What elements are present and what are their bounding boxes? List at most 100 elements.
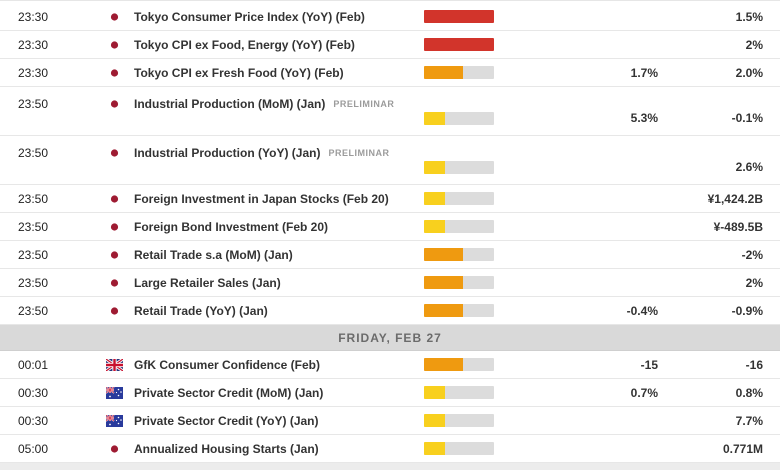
preliminary-badge: PRELIMINAR [333,99,395,109]
japan-flag-icon [106,276,134,289]
event-name: Annualized Housing Starts (Jan) [134,441,319,456]
japan-flag-icon [106,38,134,51]
event-name: Tokyo CPI ex Food, Energy (YoY) (Feb) [134,37,355,52]
importance-bar-track [424,442,494,455]
event-time: 23:50 [18,146,49,160]
previous-value: -0.1% [731,111,763,125]
importance-bar [424,414,500,427]
previous-value: -0.9% [731,303,763,318]
importance-bar-fill [424,414,445,427]
japan-flag-icon [106,220,134,233]
event-time: 23:30 [18,37,49,52]
calendar-event-row[interactable]: 00:30 Private Sector Credit (MoM) (Jan) 0.… [0,379,780,407]
previous-value: 2% [745,275,763,290]
importance-bar-fill [424,38,494,51]
importance-bar-fill [424,111,445,125]
importance-bar [424,442,500,455]
event-time: 23:50 [18,303,49,318]
calendar-event-row[interactable]: 05:00 Annualized Housing Starts (Jan) 0.77… [0,435,780,463]
previous-value: -16 [745,357,763,372]
importance-bar-track [424,111,494,125]
event-name: Private Sector Credit (MoM) (Jan) [134,385,324,400]
previous-value: 7.7% [735,413,763,428]
importance-bar-track [424,66,494,79]
importance-bar [424,386,500,399]
japan-flag-icon [106,304,134,317]
importance-bar-fill [424,276,464,289]
importance-bar-fill [424,160,445,174]
event-time: 00:30 [18,385,49,400]
calendar-event-row[interactable]: 23:30 Tokyo CPI ex Fresh Food (YoY) (Feb)… [0,59,780,87]
event-time: 23:50 [18,219,49,234]
calendar-event-row[interactable]: 23:50 Industrial Production (YoY) (Jan) PR… [0,136,780,185]
importance-bar-fill [424,442,445,455]
row-spacer [0,118,424,119]
previous-value: 1.5% [735,9,763,24]
event-name: Industrial Production (MoM) (Jan) [134,97,326,111]
previous-value: 0.8% [735,385,763,400]
japan-flag-icon [106,442,134,455]
event-name: Tokyo CPI ex Fresh Food (YoY) (Feb) [134,65,344,80]
forecast-value: -15 [640,357,658,372]
calendar-event-row[interactable]: 00:30 Private Sector Credit (YoY) (Jan) 7.… [0,407,780,435]
importance-bar-track [424,192,494,205]
importance-bar-track [424,220,494,233]
calendar-event-row[interactable]: 23:50 Foreign Investment in Japan Stocks … [0,185,780,213]
calendar-event-row[interactable]: 23:30 Tokyo Consumer Price Index (YoY) (F… [0,3,780,31]
calendar-event-row[interactable]: 23:30 Tokyo CPI ex Food, Energy (YoY) (Fe… [0,31,780,59]
importance-bar-track [424,10,494,23]
importance-bar-track [424,38,494,51]
previous-value: ¥-489.5B [713,219,763,234]
day-separator-label: FRIDAY, FEB 27 [338,330,442,345]
japan-flag-icon [106,10,134,23]
event-name: Foreign Bond Investment (Feb 20) [134,219,329,234]
previous-value: ¥1,424.2B [707,191,763,206]
importance-bar [424,38,500,51]
importance-bar [424,276,500,289]
preliminary-badge: PRELIMINAR [328,148,390,158]
forecast-value: -0.4% [626,303,658,318]
japan-flag-icon [106,66,134,79]
previous-value: -2% [741,247,763,262]
previous-value: 2.0% [735,65,763,80]
importance-bar [424,358,500,371]
event-name: Retail Trade s.a (MoM) (Jan) [134,247,293,262]
importance-bar-fill [424,66,464,79]
calendar-event-row[interactable]: 00:01 GfK Consumer Confidence (Feb) -15 -16 [0,351,780,379]
event-time: 00:01 [18,357,49,372]
calendar-event-row[interactable]: 23:50 Foreign Bond Investment (Feb 20) ¥-4… [0,213,780,241]
importance-bar-fill [424,386,445,399]
calendar-event-row[interactable]: 23:50 Retail Trade (YoY) (Jan) -0.4% -0.9% [0,297,780,325]
importance-bar-fill [424,248,464,261]
calendar-event-row[interactable]: 23:50 Large Retailer Sales (Jan) 2% [0,269,780,297]
japan-flag-icon [106,147,134,159]
event-time: 23:50 [18,247,49,262]
importance-bar-fill [424,220,445,233]
australia-flag-icon [106,414,134,427]
event-name: GfK Consumer Confidence (Feb) [134,357,321,372]
event-time: 23:30 [18,65,49,80]
importance-bar-track [424,358,494,371]
previous-value: 2% [745,37,763,52]
row-spacer [0,167,424,168]
forecast-value: 1.7% [630,65,658,80]
importance-bar-fill [424,10,494,23]
importance-bar-track [424,414,494,427]
next-day-band-edge [0,463,780,470]
event-name: Foreign Investment in Japan Stocks (Feb … [134,191,389,206]
event-time: 23:50 [18,97,49,111]
calendar-event-row[interactable]: 23:50 Industrial Production (MoM) (Jan) PR… [0,87,780,136]
event-name: Industrial Production (YoY) (Jan) [134,146,321,160]
previous-value: 0.771M [722,441,763,456]
event-name: Tokyo Consumer Price Index (YoY) (Feb) [134,9,365,24]
importance-bar-track [424,386,494,399]
japan-flag-icon [106,192,134,205]
event-time: 05:00 [18,441,49,456]
importance-bar [424,111,500,125]
event-time: 23:50 [18,275,49,290]
calendar-event-row[interactable]: 23:50 Retail Trade s.a (MoM) (Jan) -2% [0,241,780,269]
forecast-value: 5.3% [630,111,658,125]
event-time: 23:30 [18,9,49,24]
importance-bar-track [424,248,494,261]
